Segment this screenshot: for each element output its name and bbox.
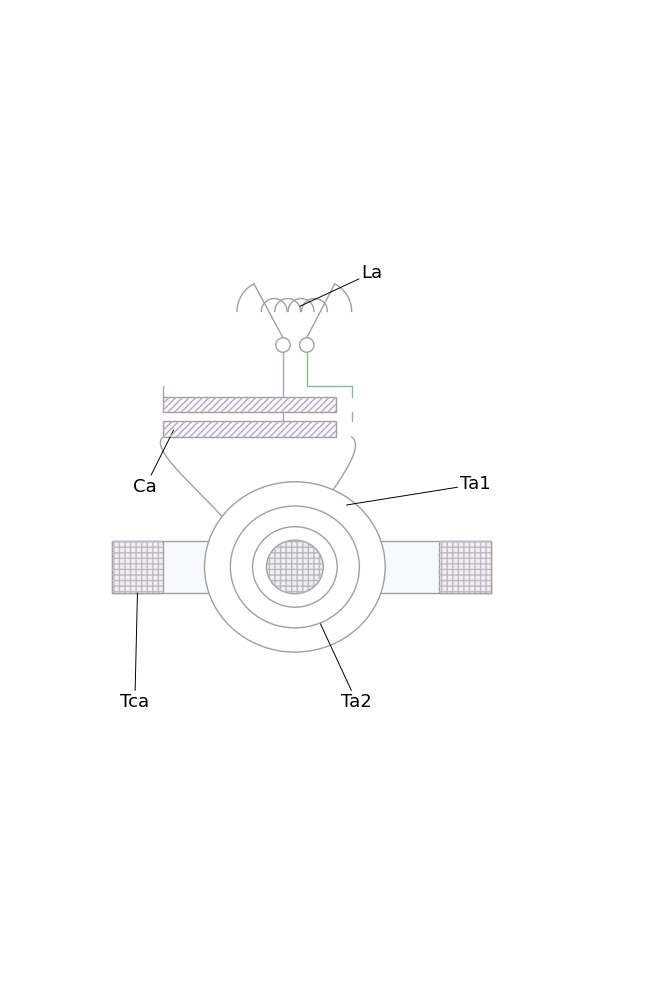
Text: Ta2: Ta2 [300,580,372,711]
Circle shape [276,338,290,352]
Ellipse shape [204,482,385,652]
Bar [163,421,336,437]
Ellipse shape [266,540,323,594]
Circle shape [300,338,314,352]
Text: Tca: Tca [121,593,149,711]
Text: La: La [300,264,383,306]
Bar [163,397,336,412]
Text: Ta1: Ta1 [346,475,491,505]
Bar [112,541,491,593]
Bar [112,541,163,593]
Bar [440,541,491,593]
Ellipse shape [252,527,337,607]
Bar [112,541,163,593]
Bar [163,397,336,412]
Bar [440,541,491,593]
Ellipse shape [230,506,360,628]
Text: Ca: Ca [133,430,174,496]
Bar [163,421,336,437]
